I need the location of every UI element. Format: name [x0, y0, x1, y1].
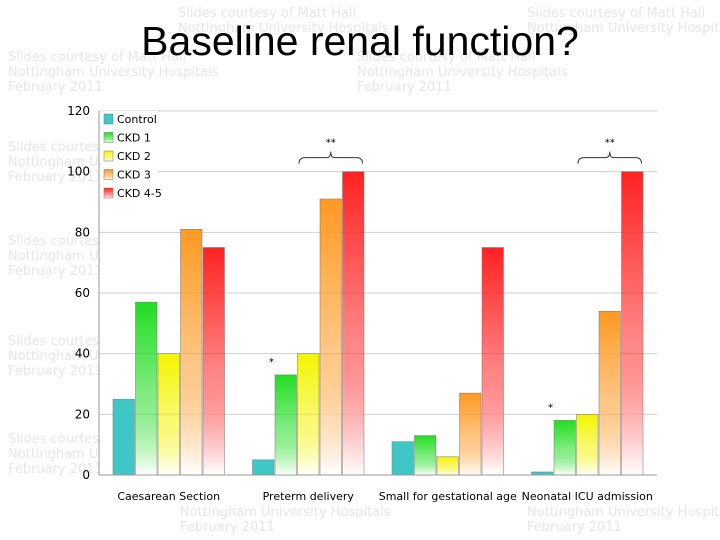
bar-ckd-4-5-2 [481, 247, 504, 476]
watermark-9: Nottingham University Hospitals February … [180, 505, 391, 535]
y-tick-label: 120 [67, 104, 90, 118]
x-category-label: Neonatal ICU admission [522, 490, 653, 503]
x-category-label: Small for gestational age [379, 490, 517, 503]
bar-ckd-4-5-3 [621, 171, 644, 476]
legend-label: CKD 2 [117, 150, 151, 163]
legend-label: Control [117, 113, 157, 126]
bar-control-1 [252, 459, 275, 476]
x-category-label: Preterm delivery [263, 490, 355, 503]
y-tick-label: 40 [75, 347, 90, 361]
bar-ckd-4-5-1 [342, 171, 365, 476]
bar-ckd-3-0 [180, 229, 203, 476]
legend-swatch [103, 150, 114, 162]
bar-ckd-1-1 [274, 374, 297, 476]
legend-swatch [103, 132, 114, 143]
bar-ckd-2-2 [436, 456, 459, 476]
bar-ckd-1-2 [414, 435, 437, 476]
bar-ckd-2-0 [157, 353, 180, 476]
significance-label: * [269, 357, 274, 368]
watermark-1: Slides courtesy of Matt Hall Nottingham U… [178, 6, 389, 36]
bar-ckd-1-0 [135, 301, 158, 476]
x-category-label: Caesarean Section [117, 490, 220, 503]
y-tick-label: 0 [82, 468, 90, 482]
significance-bracket [577, 151, 642, 164]
bar-ckd-2-3 [576, 414, 599, 476]
bar-ckd-3-3 [598, 310, 621, 476]
bar-control-0 [112, 398, 135, 476]
bar-ckd-2-1 [297, 353, 320, 476]
legend-label: CKD 4-5 [117, 187, 162, 200]
bar-ckd-1-3 [553, 420, 576, 476]
y-tick-label: 100 [67, 165, 90, 179]
legend-swatch [103, 169, 114, 180]
significance-label: ** [605, 138, 615, 149]
watermark-2: Slides courtesy of Matt Hall Nottingham U… [527, 6, 720, 36]
watermark-4: Slides courtesy of Matt Hall Nottingham U… [357, 50, 568, 95]
bar-ckd-4-5-0 [202, 247, 225, 476]
y-tick-label: 20 [75, 407, 90, 421]
watermark-3: Slides courtesy of Matt Hall Nottingham U… [8, 50, 219, 95]
bar-ckd-3-1 [319, 198, 342, 476]
legend-swatch [103, 187, 114, 199]
legend-label: CKD 3 [117, 169, 151, 182]
significance-label: ** [326, 138, 336, 149]
bar-control-2 [391, 441, 414, 476]
watermark-10: Nottingham University Hospitals February … [527, 505, 720, 535]
significance-bracket [298, 151, 363, 164]
significance-label: * [548, 402, 553, 413]
bar-ckd-3-2 [459, 392, 482, 476]
y-tick-label: 60 [75, 286, 90, 300]
slide-title: Baseline renal function? [141, 18, 579, 64]
legend-label: CKD 1 [117, 132, 151, 145]
y-tick-label: 80 [75, 225, 90, 239]
legend-swatch [103, 113, 114, 125]
